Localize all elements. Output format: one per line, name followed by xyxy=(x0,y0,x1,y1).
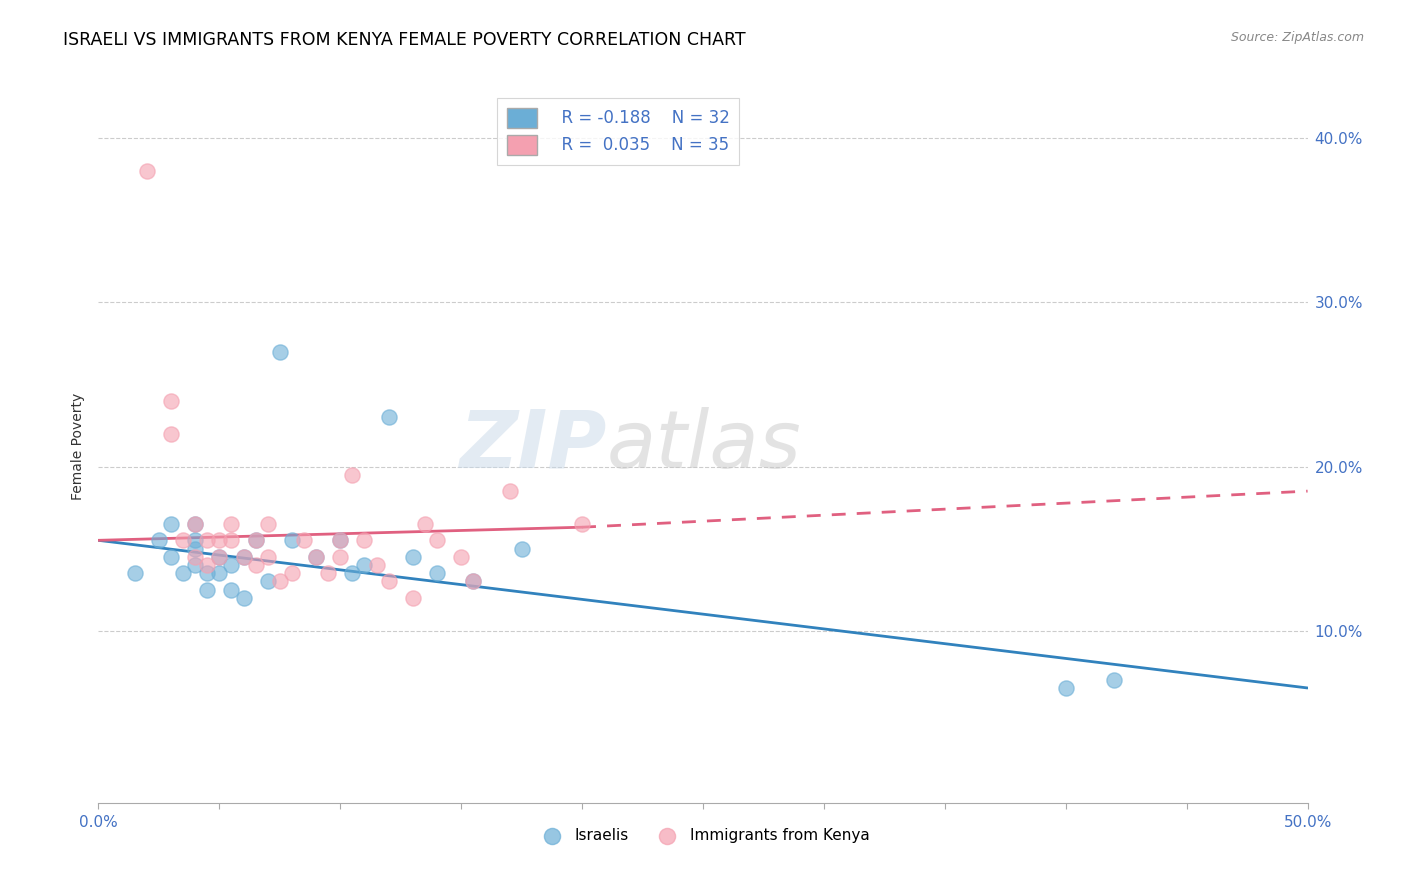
Point xyxy=(305,549,328,564)
Point xyxy=(1054,681,1077,695)
Point xyxy=(329,533,352,548)
Point xyxy=(269,344,291,359)
Point xyxy=(256,516,278,531)
Point xyxy=(221,516,243,531)
Point xyxy=(184,541,207,556)
Text: Source: ZipAtlas.com: Source: ZipAtlas.com xyxy=(1230,31,1364,45)
Point xyxy=(342,467,364,482)
Point xyxy=(221,533,243,548)
Point xyxy=(208,549,231,564)
Legend: Israelis, Immigrants from Kenya: Israelis, Immigrants from Kenya xyxy=(530,822,876,848)
Point xyxy=(510,541,533,556)
Point xyxy=(329,549,352,564)
Point xyxy=(195,533,218,548)
Point xyxy=(292,533,315,548)
Point xyxy=(245,558,267,572)
Point xyxy=(377,410,399,425)
Point xyxy=(221,558,243,572)
Point xyxy=(160,516,183,531)
Point xyxy=(256,549,278,564)
Point xyxy=(281,533,304,548)
Point xyxy=(184,516,207,531)
Point xyxy=(184,533,207,548)
Point xyxy=(135,164,157,178)
Point xyxy=(342,566,364,581)
Point xyxy=(160,393,183,408)
Point xyxy=(184,549,207,564)
Point xyxy=(208,566,231,581)
Point xyxy=(269,574,291,589)
Point xyxy=(366,558,388,572)
Point xyxy=(281,566,304,581)
Point xyxy=(195,582,218,597)
Point xyxy=(463,574,485,589)
Point xyxy=(1102,673,1125,687)
Text: ISRAELI VS IMMIGRANTS FROM KENYA FEMALE POVERTY CORRELATION CHART: ISRAELI VS IMMIGRANTS FROM KENYA FEMALE … xyxy=(63,31,747,49)
Y-axis label: Female Poverty: Female Poverty xyxy=(70,392,84,500)
Point xyxy=(184,558,207,572)
Point xyxy=(316,566,339,581)
Point xyxy=(305,549,328,564)
Point xyxy=(413,516,436,531)
Point xyxy=(232,549,254,564)
Point xyxy=(426,566,449,581)
Point xyxy=(232,591,254,605)
Point xyxy=(148,533,170,548)
Point xyxy=(184,516,207,531)
Point xyxy=(377,574,399,589)
Point xyxy=(195,558,218,572)
Point xyxy=(402,549,425,564)
Text: atlas: atlas xyxy=(606,407,801,485)
Point xyxy=(256,574,278,589)
Point xyxy=(172,566,194,581)
Point xyxy=(450,549,472,564)
Point xyxy=(245,533,267,548)
Point xyxy=(571,516,593,531)
Point xyxy=(208,533,231,548)
Text: ZIP: ZIP xyxy=(458,407,606,485)
Point xyxy=(160,426,183,441)
Point xyxy=(232,549,254,564)
Point xyxy=(124,566,146,581)
Point xyxy=(426,533,449,548)
Point xyxy=(160,549,183,564)
Point xyxy=(463,574,485,589)
Point xyxy=(329,533,352,548)
Point xyxy=(208,549,231,564)
Point xyxy=(245,533,267,548)
Point xyxy=(172,533,194,548)
Point xyxy=(221,582,243,597)
Point xyxy=(353,558,375,572)
Point xyxy=(195,566,218,581)
Point xyxy=(402,591,425,605)
Point xyxy=(353,533,375,548)
Point xyxy=(498,484,520,499)
